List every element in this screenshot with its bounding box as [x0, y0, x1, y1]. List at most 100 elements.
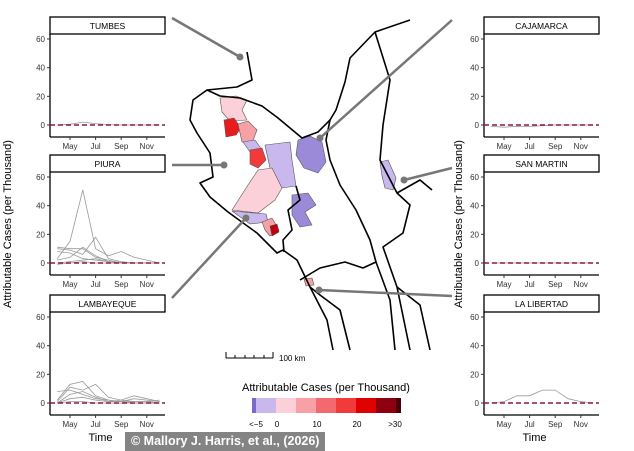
panel-title: TUMBES	[90, 21, 126, 31]
legend-swatch	[396, 398, 401, 413]
y-tick-label: 60	[36, 35, 45, 44]
region-boundary	[299, 119, 377, 281]
region-boundary	[206, 19, 411, 139]
scale-bar	[225, 352, 274, 359]
chart-panel-san-martin: SAN MARTIN 0 20 40 60 May Jul Sep Nov	[470, 154, 600, 289]
legend-ticks: <−5 0 10 20 >30	[249, 420, 402, 429]
copyright-notice: © Mallory J. Harris, et al., (2026)	[125, 432, 326, 451]
y-tick-label: 60	[36, 313, 45, 322]
panel-strip	[483, 294, 600, 313]
region-boundary	[375, 261, 396, 351]
panel-title: PIURA	[95, 159, 121, 169]
x-tick-label: Sep	[548, 420, 563, 429]
panel-strip	[49, 16, 166, 35]
y-axis-label-left: Attributable Cases (per Thousand)	[2, 140, 14, 308]
legend-swatch	[336, 398, 356, 413]
y-tick-label: 60	[470, 313, 479, 322]
series-line	[57, 236, 160, 264]
x-axis-label: Time	[88, 432, 112, 444]
legend-tick-label: 10	[313, 420, 322, 429]
marker-la-libertad	[315, 286, 323, 294]
y-tick-label: 20	[470, 370, 479, 379]
x-tick-label: Sep	[114, 142, 129, 151]
leader-line-la-libertad	[318, 288, 453, 298]
marker-piura	[220, 161, 228, 169]
marker-cajamarca	[316, 134, 324, 142]
chart-panel-piura: PIURA 0 20 40 60 May Jul Sep Nov	[36, 154, 166, 289]
legend-swatch	[316, 398, 336, 413]
series-line	[57, 389, 160, 404]
x-tick-label: Nov	[140, 142, 154, 151]
y-tick-label: 20	[470, 230, 479, 239]
x-tick-label: Jul	[524, 420, 534, 429]
x-tick-label: Nov	[140, 280, 154, 289]
x-tick-label: May	[496, 280, 511, 289]
panel-title: SAN MARTIN	[515, 159, 567, 169]
leader-line-tumbes	[171, 16, 241, 59]
x-tick-label: May	[496, 420, 511, 429]
x-axis-label: Time	[522, 432, 546, 444]
y-tick-label: 0	[475, 259, 480, 268]
marker-tumbes	[236, 53, 244, 61]
panel-strip	[483, 16, 600, 35]
x-tick-label: Sep	[114, 280, 129, 289]
panel-title: LA LIBERTAD	[515, 299, 568, 309]
district-fill	[219, 95, 248, 122]
x-tick-label: Nov	[140, 420, 154, 429]
leader-line-san-martin	[403, 166, 453, 182]
region-boundary	[282, 185, 301, 253]
panel-title: LAMBAYEQUE	[79, 299, 137, 309]
x-tick-label: Jul	[524, 280, 534, 289]
leader-line-cajamarca	[319, 19, 453, 139]
y-tick-label: 40	[36, 202, 45, 211]
map	[171, 16, 453, 359]
marker-san-martin	[400, 176, 408, 184]
x-tick-label: Nov	[574, 420, 588, 429]
panel-strip	[49, 154, 166, 173]
chart-panel-la-libertad: LA LIBERTAD 0 20 40 60 May Jul Sep Nov Time	[470, 294, 600, 444]
legend-swatch	[296, 398, 316, 413]
chart-panel-cajamarca: CAJAMARCA 0 20 40 60 May Jul Sep Nov	[470, 16, 600, 151]
legend-colorbar	[252, 398, 401, 413]
marker-lambayeque	[242, 214, 250, 222]
x-tick-label: Sep	[548, 142, 563, 151]
y-tick-label: 20	[36, 230, 45, 239]
region-boundary	[374, 31, 411, 351]
legend-title: Attributable Cases (per Thousand)	[242, 382, 410, 394]
district-fill	[231, 167, 283, 214]
panel-strip	[483, 154, 600, 173]
district-fill	[223, 117, 242, 138]
y-tick-label: 60	[36, 173, 45, 182]
y-tick-label: 60	[470, 173, 479, 182]
y-tick-label: 40	[470, 202, 479, 211]
legend-tick-label: <−5	[249, 420, 263, 429]
series-line	[56, 189, 160, 264]
y-tick-label: 20	[36, 92, 45, 101]
legend-tick-label: >30	[388, 420, 402, 429]
district-fill	[237, 120, 258, 144]
x-tick-label: Jul	[90, 142, 100, 151]
scale-bar-label: 100 km	[279, 354, 306, 363]
x-tick-label: Sep	[548, 280, 563, 289]
y-tick-label: 40	[36, 342, 45, 351]
x-tick-label: Nov	[574, 280, 588, 289]
y-tick-label: 40	[470, 64, 479, 73]
legend-tick-label: 0	[275, 420, 280, 429]
district-fill	[295, 135, 327, 174]
legend-swatch	[356, 398, 376, 413]
x-tick-label: Jul	[524, 142, 534, 151]
series-line	[56, 383, 160, 402]
legend-swatch	[276, 398, 296, 413]
y-tick-label: 0	[41, 399, 46, 408]
district-fill	[249, 147, 267, 169]
district-fill	[291, 192, 317, 228]
y-tick-label: 40	[36, 64, 45, 73]
x-tick-label: Jul	[90, 280, 100, 289]
region-boundary	[396, 179, 433, 194]
y-tick-label: 20	[470, 92, 479, 101]
x-tick-label: May	[62, 420, 77, 429]
panel-strip	[49, 294, 166, 313]
x-tick-label: May	[496, 142, 511, 151]
chart-panel-tumbes: TUMBES 0 20 40 60 May Jul Sep Nov	[36, 16, 166, 151]
y-tick-label: 0	[475, 399, 480, 408]
